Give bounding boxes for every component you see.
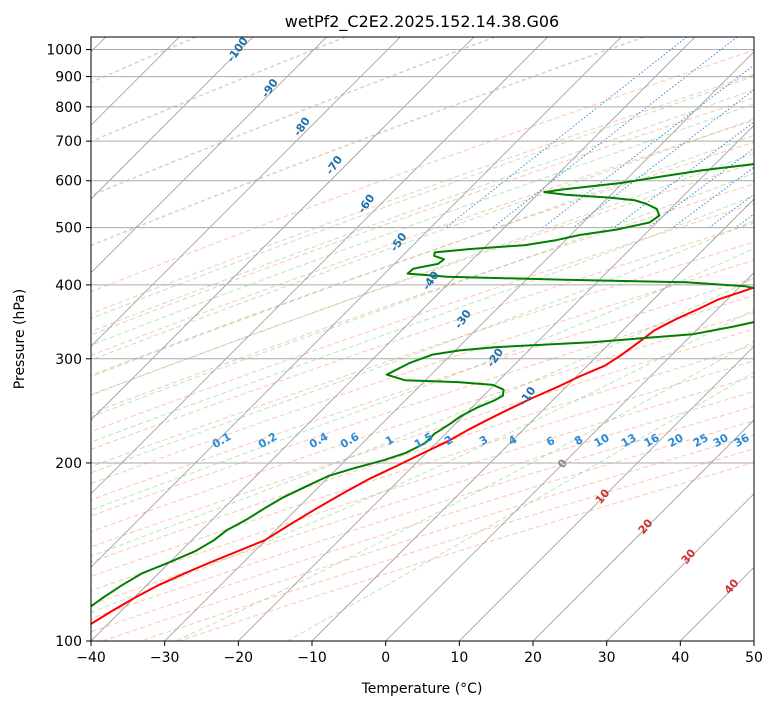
- isotherm-line: [91, 37, 696, 641]
- y-tick-label: 800: [55, 100, 82, 116]
- y-tick-label: 600: [55, 174, 82, 190]
- dry-adiabat-line: [91, 360, 754, 577]
- moist-adiabat-line: [91, 103, 754, 346]
- x-tick-label: 40: [671, 650, 689, 666]
- isotherm-line: [91, 37, 327, 274]
- mixing-ratio-line: [672, 166, 754, 228]
- y-tick-label: 900: [55, 70, 82, 86]
- isotherm-line: [91, 37, 254, 200]
- dry-adiabat-line: [91, 49, 754, 293]
- mixing-ratio-line: [445, 37, 688, 228]
- dry-adiabat-line: [91, 141, 754, 376]
- x-tick-label: 20: [524, 650, 542, 666]
- moist-adiabat-line: [91, 247, 754, 511]
- profile-series: [91, 163, 754, 626]
- y-axis: 100 200 300 400 500 600 700 800 900 1000: [46, 43, 91, 650]
- dry-adiabat-line: [91, 311, 754, 533]
- moist-adiabat-line: [287, 371, 754, 641]
- y-tick-label: 500: [55, 221, 82, 237]
- moist-adiabat-line: [91, 172, 754, 418]
- y-tick-label: 300: [55, 352, 82, 368]
- chart-title: wetPf2_C2E2.2025.152.14.38.G06: [285, 12, 559, 32]
- moist-adiabat-line: [91, 152, 754, 396]
- dry-adiabat-line: [91, 277, 754, 501]
- x-tick-label: −20: [224, 650, 254, 666]
- x-tick-label: 50: [745, 650, 763, 666]
- isotherm-line: [91, 37, 475, 421]
- x-tick-label: −10: [297, 650, 327, 666]
- isotherm-line: [238, 124, 754, 641]
- dry-adiabat-line: [91, 344, 754, 563]
- y-tick-label: 700: [55, 134, 82, 150]
- y-tick-label: 400: [55, 278, 82, 294]
- moist-adiabat-line: [91, 220, 754, 474]
- dry-adiabat-line: [91, 203, 754, 433]
- y-tick-label: 200: [55, 456, 82, 472]
- y-tick-label: 100: [55, 634, 82, 650]
- x-axis-label: Temperature (°C): [361, 681, 483, 697]
- x-tick-label: −40: [76, 650, 106, 666]
- dry-adiabat-line: [91, 375, 754, 592]
- isotherm-line: [91, 37, 548, 495]
- dry-adiabat-line: [91, 37, 197, 84]
- isotherm-line: [311, 198, 754, 641]
- x-tick-label: 10: [450, 650, 468, 666]
- y-tick-label: 1000: [46, 43, 82, 59]
- x-tick-label: 30: [598, 650, 616, 666]
- mixing-ratio-line: [542, 64, 754, 228]
- mixing-ratio-lines: [445, 37, 754, 229]
- moist-adiabat-line: [91, 89, 754, 333]
- dry-adiabat-line: [91, 391, 754, 606]
- dry-adiabat-line: [91, 37, 496, 197]
- isotherm-line: [91, 37, 401, 347]
- dry-adiabat-line: [91, 37, 346, 143]
- moist-adiabats: [91, 75, 754, 641]
- x-tick-label: 0: [381, 650, 390, 666]
- plot-background: [91, 37, 754, 641]
- x-axis: −40 −30 −20 −10 0 10 20 30 40 50: [76, 641, 763, 666]
- x-tick-label: −30: [150, 650, 180, 666]
- isotherm-line: [753, 640, 754, 641]
- dry-adiabat-line: [91, 97, 754, 336]
- isotherm-line: [91, 37, 622, 568]
- moist-adiabat-line: [91, 195, 754, 443]
- profile-line: [91, 163, 754, 608]
- isotherm-line: [459, 345, 754, 641]
- mixing-ratio-line: [613, 121, 754, 228]
- isotherm-line: [385, 272, 754, 641]
- dry-adiabat-line: [91, 294, 754, 517]
- pressure-gridlines: [91, 49, 754, 641]
- dry-adiabat-line: [91, 241, 754, 468]
- dry-adiabat-line: [91, 162, 754, 396]
- dry-adiabat-line: [91, 222, 754, 450]
- moist-adiabat-line: [91, 75, 754, 320]
- isotherm-line: [606, 493, 754, 641]
- y-axis-label: Pressure (hPa): [12, 289, 28, 389]
- mixing-ratio-line: [492, 37, 738, 228]
- moist-adiabat-line: [91, 118, 754, 361]
- isotherm-line: [532, 419, 754, 641]
- plot-frame: [90, 36, 755, 642]
- profile-line: [91, 286, 754, 626]
